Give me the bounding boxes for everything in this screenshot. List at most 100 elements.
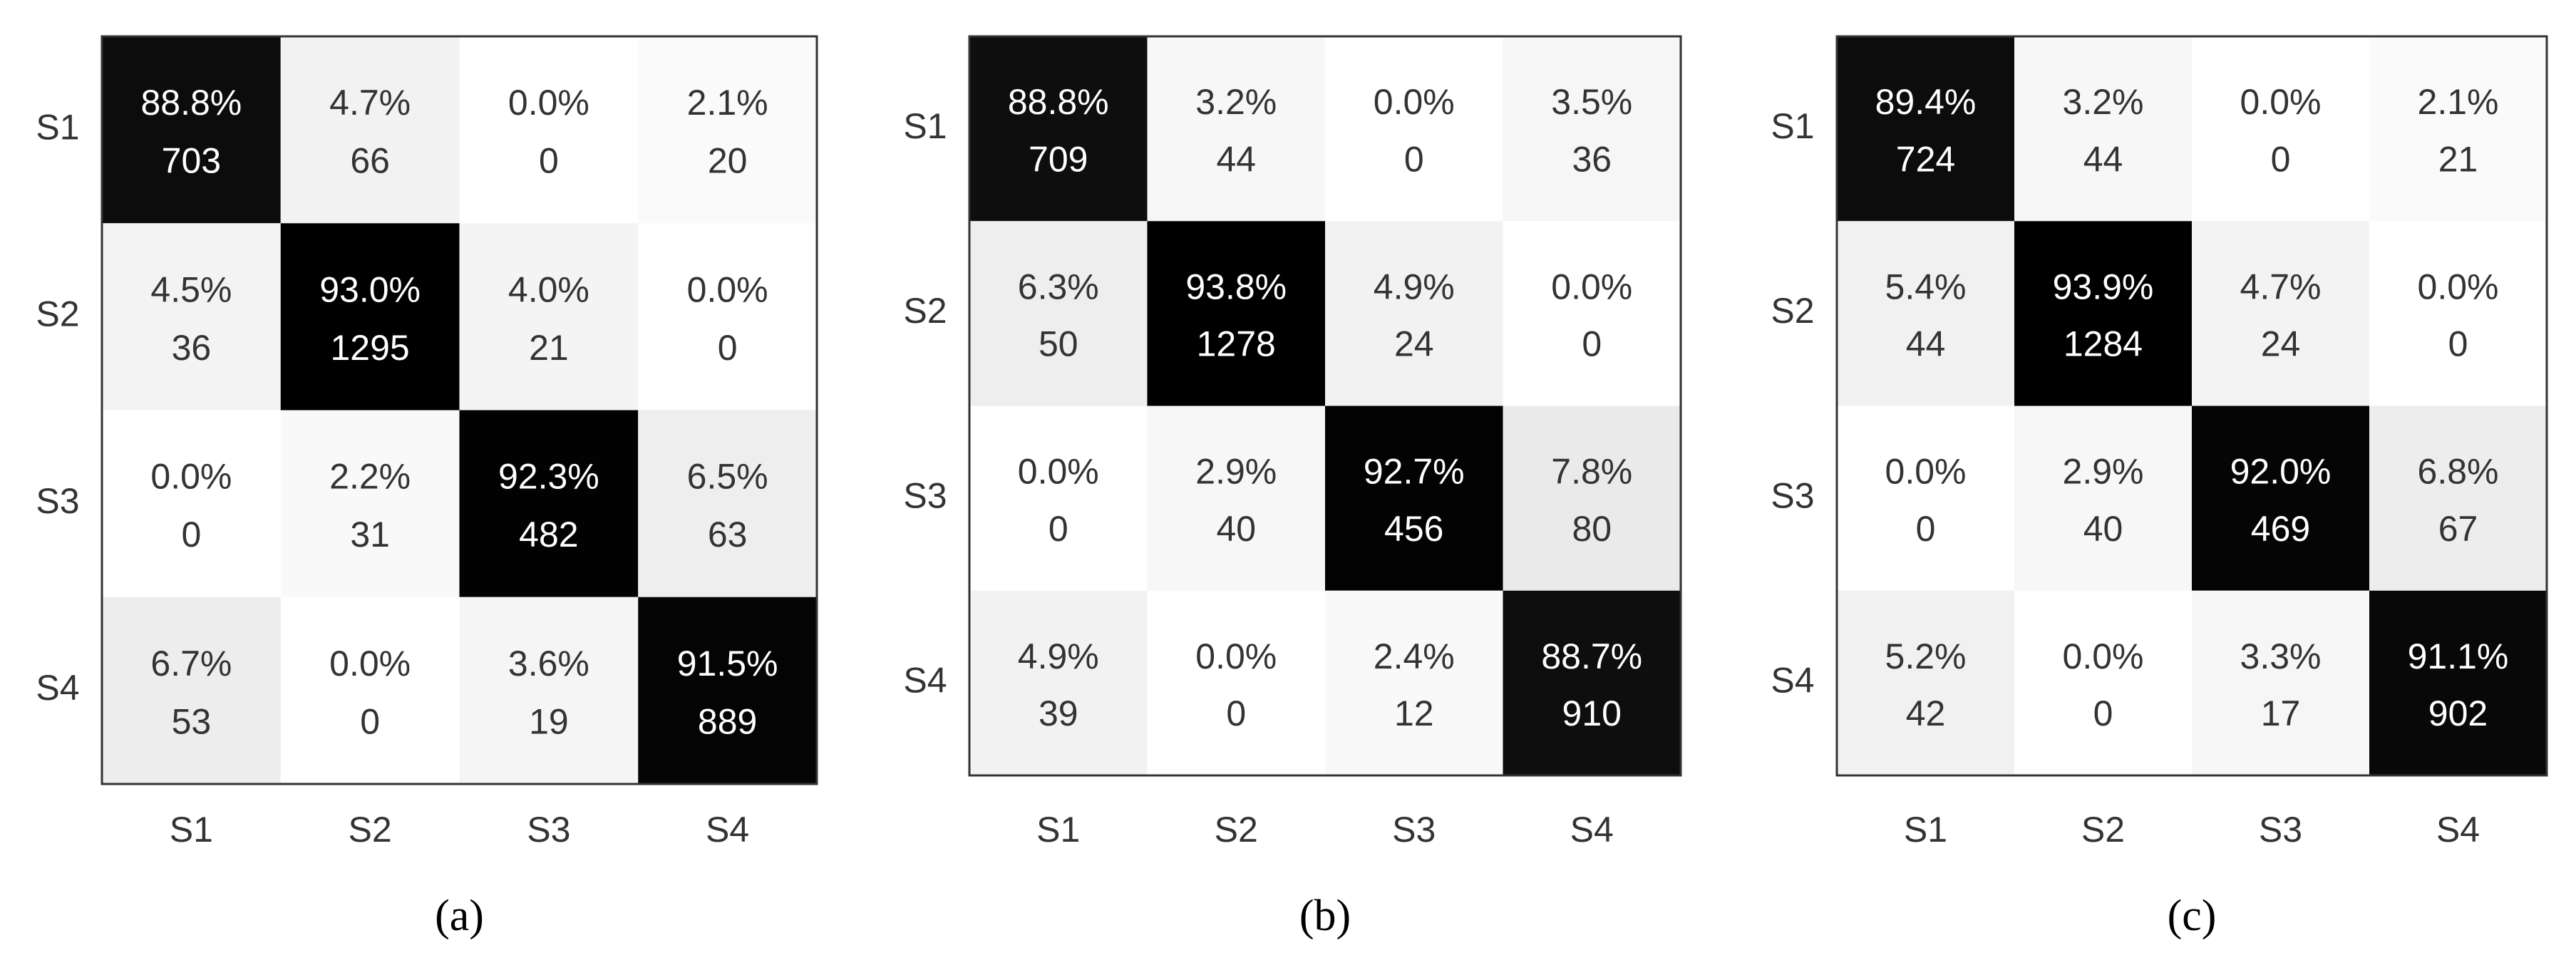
cell-percent: 4.9% <box>1374 267 1455 306</box>
cell <box>1325 36 1503 222</box>
cell-percent: 0.0% <box>1551 267 1632 306</box>
cell-percent: 0.0% <box>1885 452 1967 492</box>
cell-percent: 91.5% <box>677 644 778 683</box>
cell-percent: 88.8% <box>140 83 242 123</box>
cell-percent: 0.0% <box>1018 452 1099 492</box>
cell-count: 36 <box>172 328 212 368</box>
caption: (c) <box>2168 892 2217 940</box>
cell-percent: 92.7% <box>1364 452 1465 492</box>
cell-count: 889 <box>698 701 757 741</box>
cell-count: 50 <box>1039 324 1078 364</box>
cell-percent: 93.9% <box>2053 267 2154 306</box>
y-tick-label: S1 <box>903 106 947 146</box>
cell-percent: 0.0% <box>2240 82 2322 122</box>
cell <box>102 410 281 597</box>
cell-percent: 2.9% <box>2063 452 2144 492</box>
cell-count: 724 <box>1896 139 1955 179</box>
y-tick-label: S2 <box>903 291 947 331</box>
cell-percent: 7.8% <box>1551 452 1632 492</box>
cell-count: 469 <box>2251 509 2310 549</box>
cell-count: 17 <box>2261 693 2301 733</box>
cell-count: 40 <box>2083 509 2123 549</box>
cell-percent: 3.2% <box>2063 82 2144 122</box>
cell <box>280 36 460 224</box>
cell-count: 0 <box>1226 693 1246 733</box>
cell-count: 456 <box>1384 509 1443 549</box>
cell-percent: 6.7% <box>150 644 232 683</box>
cell <box>2369 36 2547 222</box>
cell <box>280 597 460 784</box>
x-tick-label: S3 <box>1392 810 1436 850</box>
cell <box>1837 406 2014 591</box>
cell-percent: 0.0% <box>508 83 589 123</box>
cell-count: 0 <box>181 515 201 554</box>
x-tick-label: S2 <box>349 810 392 850</box>
cell-percent: 3.5% <box>1551 82 1632 122</box>
cell-percent: 88.8% <box>1008 82 1109 122</box>
y-tick-label: S1 <box>1771 106 1814 146</box>
cell <box>638 36 817 224</box>
cell-count: 0 <box>360 701 380 741</box>
cell <box>1147 36 1325 222</box>
plot-border <box>968 35 1682 777</box>
confusion-matrix: 88.8% 703 4.7% 66 0.0% 0 2.1% 20 4.5% 36 93.0% 1295… <box>36 35 818 940</box>
y-tick-label: S4 <box>36 668 79 708</box>
cell-percent: 89.4% <box>1875 82 1977 122</box>
cell-count: 24 <box>2261 324 2301 364</box>
cell-count: 80 <box>1572 509 1612 549</box>
cell-count: 12 <box>1394 693 1434 733</box>
cell-count: 0 <box>1049 509 1068 549</box>
plot-border <box>101 35 818 785</box>
cell-percent: 4.5% <box>150 269 232 309</box>
cell <box>2014 406 2192 591</box>
cell-percent: 93.0% <box>319 269 421 309</box>
cell-count: 24 <box>1394 324 1434 364</box>
y-tick-label: S1 <box>36 107 79 147</box>
x-tick-label: S3 <box>527 810 570 850</box>
cell <box>2014 221 2192 406</box>
cell-count: 0 <box>539 141 559 181</box>
cell-count: 66 <box>350 141 390 181</box>
cell-percent: 6.5% <box>687 457 768 497</box>
cell <box>969 36 1148 222</box>
cell <box>1503 590 1681 775</box>
x-tick-label: S4 <box>706 810 749 850</box>
cell-percent: 0.0% <box>2418 267 2499 306</box>
cell-count: 0 <box>1916 509 1936 549</box>
cell-count: 21 <box>529 328 569 368</box>
cell <box>1147 590 1325 775</box>
y-tick-label: S4 <box>1771 661 1814 701</box>
cell-count: 709 <box>1029 139 1088 179</box>
y-tick-label: S3 <box>36 481 79 521</box>
cell <box>2369 406 2547 591</box>
caption: (b) <box>1299 892 1351 940</box>
cell-percent: 5.2% <box>1885 636 1967 676</box>
cell-count: 39 <box>1039 693 1078 733</box>
cell-count: 0 <box>2271 139 2291 179</box>
cell-percent: 88.7% <box>1541 636 1642 676</box>
cell <box>969 406 1148 591</box>
cell-count: 63 <box>708 515 748 554</box>
cell <box>459 36 639 224</box>
cell <box>638 223 817 411</box>
x-tick-label: S1 <box>170 810 213 850</box>
cell <box>280 410 460 597</box>
cell <box>638 597 817 784</box>
y-tick-label: S3 <box>903 475 947 515</box>
cell-count: 20 <box>708 141 748 181</box>
cell <box>102 36 281 224</box>
cell-count: 42 <box>1906 693 1946 733</box>
cell-count: 21 <box>2438 139 2478 179</box>
cell-percent: 0.0% <box>1374 82 1455 122</box>
cell-percent: 92.0% <box>2230 452 2332 492</box>
cell <box>2192 221 2369 406</box>
x-tick-label: S3 <box>2259 810 2302 850</box>
cell <box>459 223 639 411</box>
cell-percent: 91.1% <box>2408 636 2509 676</box>
cell <box>1837 590 2014 775</box>
plot-border <box>1835 35 2548 777</box>
cell-count: 0 <box>2448 324 2468 364</box>
cell-percent: 3.3% <box>2240 636 2322 676</box>
cell <box>2192 590 2369 775</box>
